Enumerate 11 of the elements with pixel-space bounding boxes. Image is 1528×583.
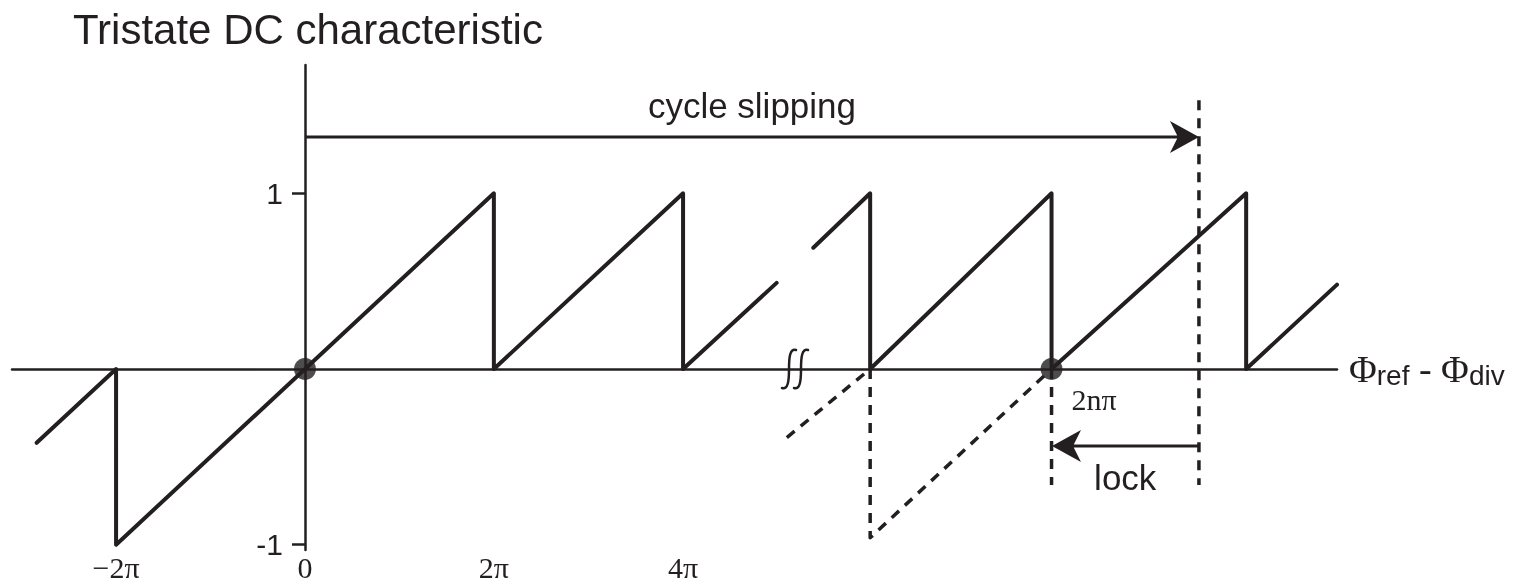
chart-title: Tristate DC characteristic: [73, 5, 543, 53]
x-tick-label: 4π: [667, 550, 699, 583]
y-tick-label: -1: [256, 528, 283, 562]
annotation: 2nπ: [1071, 382, 1117, 416]
annotation: lock: [1094, 458, 1157, 498]
x-axis-title: Φref - Φdiv: [1349, 348, 1505, 391]
x-tick-label: −2π: [92, 550, 140, 583]
x-tick-label: 0: [297, 550, 313, 583]
x-tick-label: 2π: [478, 550, 509, 583]
annotation: cycle slipping: [647, 85, 857, 125]
y-tick-label: 1: [266, 176, 283, 210]
